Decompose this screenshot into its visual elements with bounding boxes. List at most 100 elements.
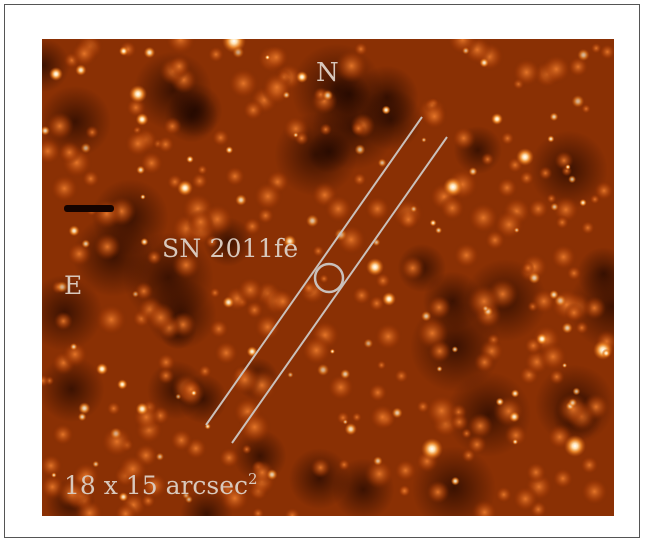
bright-star	[443, 177, 463, 197]
faint-star	[561, 322, 573, 334]
faint-star	[373, 456, 383, 466]
emission-patch	[139, 150, 165, 176]
emission-patch	[551, 467, 574, 490]
emission-patch	[56, 477, 88, 509]
emission-patch	[525, 461, 547, 484]
emission-patch	[42, 453, 64, 479]
emission-patch	[467, 201, 500, 235]
emission-patch	[500, 131, 515, 146]
dark-patch	[577, 247, 614, 301]
emission-patch	[446, 39, 479, 56]
faint-star	[562, 362, 568, 368]
emission-patch	[42, 373, 50, 388]
emission-patch	[156, 352, 176, 373]
emission-patch	[579, 455, 600, 475]
emission-patch	[241, 444, 252, 455]
faint-star	[266, 469, 278, 481]
emission-patch	[511, 485, 539, 513]
target-label: SN 2011fe	[162, 234, 299, 263]
bright-star	[296, 71, 308, 83]
emission-patch	[61, 341, 89, 368]
faint-star	[317, 363, 330, 376]
emission-patch	[85, 125, 100, 140]
faint-star	[572, 387, 581, 396]
emission-patch	[400, 255, 426, 281]
emission-patch	[548, 368, 565, 386]
emission-patch	[368, 294, 386, 313]
star-field-canvas	[42, 39, 614, 516]
faint-star	[155, 452, 164, 461]
emission-patch	[204, 234, 219, 249]
emission-patch	[538, 341, 568, 372]
slit-edge-right	[231, 136, 448, 444]
faint-star	[56, 281, 69, 293]
emission-patch	[426, 480, 450, 504]
emission-patch	[156, 135, 175, 154]
emission-patch	[424, 393, 459, 428]
north-label: N	[316, 58, 339, 88]
faint-star	[306, 214, 319, 228]
faint-star	[329, 348, 335, 354]
emission-patch	[554, 215, 570, 230]
emission-patch	[228, 363, 261, 396]
emission-patch	[580, 103, 592, 115]
faint-star	[182, 491, 190, 500]
emission-patch	[123, 129, 152, 158]
emission-patch	[70, 39, 99, 68]
emission-patch	[114, 502, 138, 516]
emission-patch	[393, 458, 418, 483]
emission-patch	[337, 458, 351, 472]
emission-patch	[319, 123, 332, 136]
faint-star	[547, 135, 555, 143]
faint-star	[68, 225, 80, 237]
emission-patch	[580, 220, 596, 236]
faint-star	[80, 142, 92, 154]
supernova-marker-circle	[313, 262, 345, 294]
faint-star	[264, 54, 271, 61]
emission-patch	[368, 403, 397, 432]
emission-patch	[134, 281, 154, 301]
emission-patch	[237, 410, 272, 445]
faint-star	[436, 365, 443, 372]
scale-text: 18 x 15 arcsec	[64, 471, 249, 500]
emission-patch	[172, 251, 201, 280]
faint-star	[117, 379, 128, 390]
emission-patch	[449, 412, 469, 432]
bright-star	[516, 148, 534, 166]
east-label: E	[64, 271, 83, 300]
bright-star	[49, 67, 63, 81]
emission-patch	[352, 172, 367, 187]
emission-patch	[227, 67, 260, 100]
emission-patch	[504, 423, 528, 448]
faint-star	[293, 132, 299, 138]
emission-patch	[495, 176, 519, 199]
emission-patch	[484, 229, 506, 252]
faint-star	[482, 305, 489, 312]
emission-patch	[146, 249, 162, 266]
faint-star	[510, 389, 520, 398]
emission-patch	[283, 506, 302, 516]
emission-patch	[518, 170, 535, 186]
emission-patch	[180, 379, 201, 400]
emission-patch	[187, 208, 214, 236]
emission-patch	[162, 116, 182, 136]
faint-star	[381, 105, 391, 115]
emission-patch	[251, 506, 265, 516]
faint-star	[577, 48, 590, 62]
emission-patch	[364, 458, 395, 489]
emission-patch	[540, 53, 572, 85]
faint-star	[109, 427, 122, 440]
faint-star	[283, 234, 297, 248]
faint-star	[528, 271, 541, 284]
emission-patch	[145, 302, 176, 333]
faint-star	[549, 112, 559, 122]
faint-star	[42, 125, 50, 136]
faint-star	[462, 46, 470, 55]
emission-patch	[351, 285, 373, 306]
faint-star	[565, 164, 571, 170]
emission-patch	[549, 243, 578, 271]
emission-patch	[218, 446, 241, 469]
emission-patch	[494, 485, 513, 504]
faint-star	[69, 343, 78, 351]
faint-star	[391, 407, 403, 419]
